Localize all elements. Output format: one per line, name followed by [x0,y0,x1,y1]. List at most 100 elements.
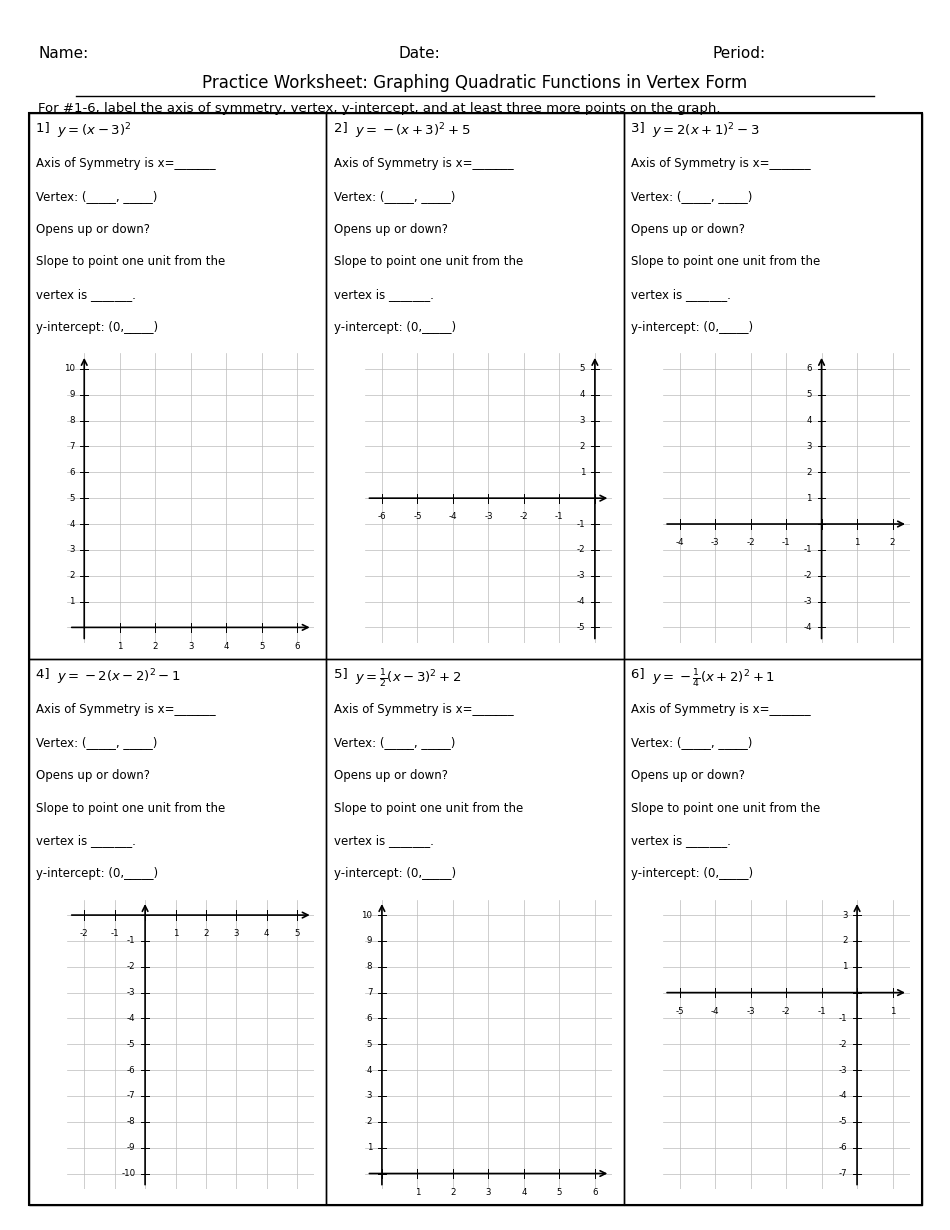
Text: 3: 3 [188,642,194,651]
Text: -4: -4 [577,597,585,606]
Text: 1: 1 [69,597,75,606]
Text: Vertex: (_____, _____): Vertex: (_____, _____) [632,189,752,203]
Text: Slope to point one unit from the: Slope to point one unit from the [36,802,225,814]
Text: Slope to point one unit from the: Slope to point one unit from the [333,256,523,268]
Text: 5: 5 [259,642,264,651]
Text: 1: 1 [580,467,585,477]
Text: 1: 1 [854,539,860,547]
Text: -6: -6 [377,513,387,522]
Text: y-intercept: (0,_____): y-intercept: (0,_____) [36,321,159,335]
Text: -3: -3 [747,1007,755,1016]
Text: Opens up or down?: Opens up or down? [632,223,746,236]
Text: -4: -4 [675,539,684,547]
Text: 2: 2 [203,930,209,938]
Text: -1: -1 [577,519,585,529]
Text: $y = 2(x+1)^{2}-3$: $y = 2(x+1)^{2}-3$ [653,122,760,141]
Text: Vertex: (_____, _____): Vertex: (_____, _____) [36,189,158,203]
Text: -3: -3 [804,597,812,606]
Text: Slope to point one unit from the: Slope to point one unit from the [333,802,523,814]
Text: 6: 6 [807,364,812,374]
Text: 7: 7 [69,442,75,451]
Text: 7: 7 [367,988,372,998]
Text: -7: -7 [127,1091,136,1101]
Text: Axis of Symmetry is x=_______: Axis of Symmetry is x=_______ [333,157,513,170]
Text: 2: 2 [890,539,895,547]
Text: 10: 10 [64,364,75,374]
Text: -5: -5 [675,1007,684,1016]
Text: 3: 3 [485,1188,491,1197]
Text: -4: -4 [127,1014,136,1023]
Text: Opens up or down?: Opens up or down? [333,223,447,236]
Text: -5: -5 [577,622,585,632]
Text: 5: 5 [557,1188,562,1197]
Text: -2: -2 [747,539,755,547]
Text: 6: 6 [592,1188,598,1197]
Text: y-intercept: (0,_____): y-intercept: (0,_____) [333,867,456,881]
Text: Axis of Symmetry is x=_______: Axis of Symmetry is x=_______ [36,704,216,716]
Text: 5: 5 [807,390,812,400]
Text: 8: 8 [69,416,75,426]
Text: 3]: 3] [632,122,650,134]
Text: 4: 4 [522,1188,526,1197]
Text: -2: -2 [127,962,136,972]
Text: -8: -8 [127,1117,136,1127]
Text: 9: 9 [69,390,75,400]
Text: y-intercept: (0,_____): y-intercept: (0,_____) [333,321,456,335]
Text: Slope to point one unit from the: Slope to point one unit from the [36,256,225,268]
Text: vertex is _______.: vertex is _______. [632,834,739,847]
Text: 4: 4 [807,416,812,426]
Text: -1: -1 [817,1007,826,1016]
Text: 1: 1 [173,930,179,938]
Text: 3: 3 [580,416,585,426]
Text: 2: 2 [69,571,75,581]
Text: $y = -\frac{1}{4}(x+2)^{2}+1$: $y = -\frac{1}{4}(x+2)^{2}+1$ [653,668,775,690]
Text: 5: 5 [580,364,585,374]
Text: -4: -4 [839,1091,847,1101]
Text: vertex is _______.: vertex is _______. [333,834,441,847]
Text: -1: -1 [110,930,119,938]
Text: -1: -1 [804,545,812,555]
Text: -2: -2 [577,545,585,555]
Text: 2: 2 [842,936,847,946]
Text: -2: -2 [839,1039,847,1049]
Text: Name:: Name: [38,46,88,60]
Text: Vertex: (_____, _____): Vertex: (_____, _____) [632,736,752,749]
Text: -2: -2 [782,1007,790,1016]
Text: Opens up or down?: Opens up or down? [632,769,746,782]
Text: Opens up or down?: Opens up or down? [36,769,150,782]
Text: vertex is _______.: vertex is _______. [36,288,143,301]
Text: 4: 4 [264,930,270,938]
Text: Slope to point one unit from the: Slope to point one unit from the [632,256,821,268]
Text: y-intercept: (0,_____): y-intercept: (0,_____) [632,321,753,335]
Text: -4: -4 [804,622,812,632]
Text: 1: 1 [414,1188,420,1197]
Text: -7: -7 [839,1168,847,1178]
Text: 4: 4 [367,1065,372,1075]
Text: -4: -4 [711,1007,719,1016]
Text: 5]: 5] [333,668,352,680]
Text: 6: 6 [69,467,75,477]
Text: 8: 8 [367,962,372,972]
Text: -1: -1 [782,539,790,547]
Text: -9: -9 [127,1143,136,1153]
Text: Period:: Period: [712,46,766,60]
Text: 1]: 1] [36,122,54,134]
Text: 5: 5 [69,493,75,503]
Text: -6: -6 [127,1065,136,1075]
Text: -4: -4 [448,513,457,522]
Text: 6: 6 [367,1014,372,1023]
Text: -5: -5 [127,1039,136,1049]
Text: 2: 2 [807,467,812,477]
Text: Opens up or down?: Opens up or down? [36,223,150,236]
Text: -1: -1 [555,513,563,522]
Text: Axis of Symmetry is x=_______: Axis of Symmetry is x=_______ [36,157,216,170]
Text: $y = (x-3)^{2}$: $y = (x-3)^{2}$ [57,122,131,141]
Text: -1: -1 [127,936,136,946]
Text: 2: 2 [450,1188,456,1197]
Text: 3: 3 [367,1091,372,1101]
Text: 9: 9 [367,936,372,946]
Text: -1: -1 [839,1014,847,1023]
Text: y-intercept: (0,_____): y-intercept: (0,_____) [36,867,159,881]
Text: For #1-6, label the axis of symmetry, vertex, y-intercept, and at least three mo: For #1-6, label the axis of symmetry, ve… [38,102,720,116]
Text: Axis of Symmetry is x=_______: Axis of Symmetry is x=_______ [333,704,513,716]
